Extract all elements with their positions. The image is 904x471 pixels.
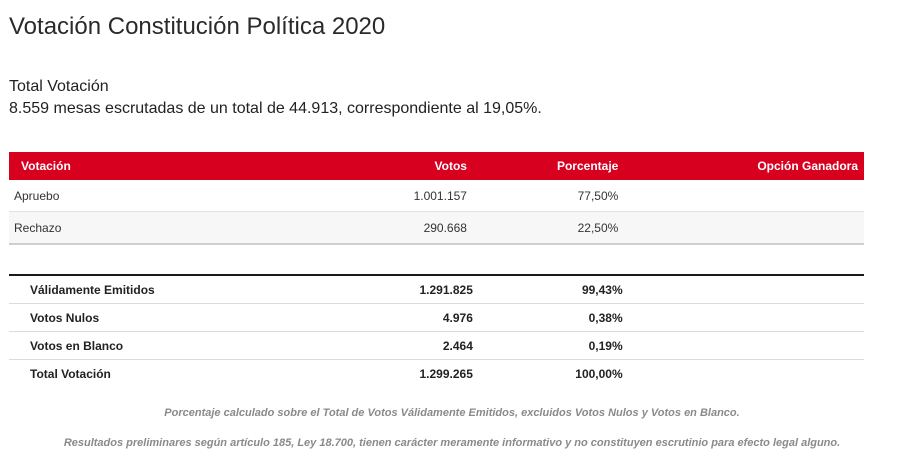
table-row: Votos en Blanco 2.464 0,19% [9,331,864,360]
results-table: Votación Votos Porcentaje Opción Ganador… [9,152,864,245]
table-row: Apruebo 1.001.157 77,50% [9,180,864,212]
option-votes: 290.668 [255,211,467,245]
total-label: Válidamente Emitidos [9,275,264,304]
total-votes: 1.299.265 [419,366,473,381]
total-label: Votos en Blanco [9,331,264,360]
option-name: Rechazo [9,211,256,245]
option-winner [618,180,864,212]
header-porcentaje: Porcentaje [466,152,619,180]
footnote-percentage: Porcentaje calculado sobre el Total de V… [164,407,740,419]
totals-table: Válidamente Emitidos 1.291.825 99,43% Vo… [9,274,864,387]
total-percent: 99,43% [472,275,623,304]
option-name: Apruebo [9,180,256,212]
scrutiny-summary: 8.559 mesas escrutadas de un total de 44… [9,100,542,117]
header-votos: Votos [255,152,467,180]
results-header-row: Votación Votos Porcentaje Opción Ganador… [9,152,864,180]
total-label: Total Votación [30,366,111,381]
page-title: Votación Constitución Política 2020 [9,13,386,40]
total-votes: 1.291.825 [263,275,473,304]
total-percent: 0,19% [472,331,623,360]
total-votes: 2.464 [263,331,473,360]
option-votes: 1.001.157 [255,180,467,212]
header-votacion: Votación [9,152,256,180]
section-title: Total Votación [9,78,109,95]
total-percent: 100,00% [575,366,623,381]
option-percent: 22,50% [466,211,619,245]
total-votes: 4.976 [263,303,473,332]
header-opcion-ganadora: Opción Ganadora [618,152,864,180]
footnote-disclaimer: Resultados preliminares según artículo 1… [63,437,841,449]
option-percent: 77,50% [466,180,619,212]
table-row: Rechazo 290.668 22,50% [9,211,864,245]
table-row: Votos Nulos 4.976 0,38% [9,303,864,332]
table-row: Válidamente Emitidos 1.291.825 99,43% [9,275,864,304]
total-label: Votos Nulos [9,303,264,332]
table-row: Total Votación 1.299.265 100,00% [9,360,864,388]
option-winner [618,211,864,245]
total-percent: 0,38% [472,303,623,332]
